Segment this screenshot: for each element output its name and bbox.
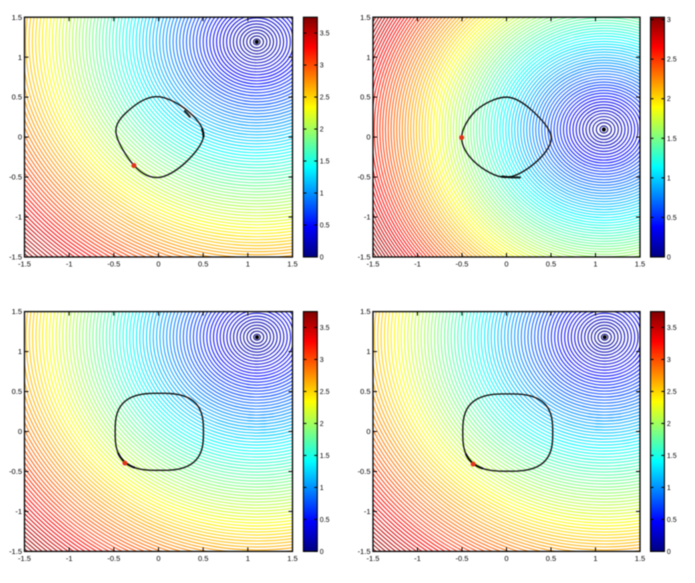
svg-text:-1: -1	[15, 507, 22, 516]
svg-text:0.5: 0.5	[198, 260, 208, 269]
svg-text:-0.5: -0.5	[358, 173, 371, 182]
svg-text:1: 1	[366, 347, 370, 356]
svg-text:1: 1	[593, 260, 597, 269]
svg-text:0: 0	[320, 549, 324, 556]
svg-text:1.5: 1.5	[667, 453, 677, 460]
svg-text:2.5: 2.5	[320, 389, 330, 396]
svg-text:0: 0	[320, 255, 324, 262]
svg-text:1: 1	[667, 175, 671, 182]
svg-text:3: 3	[667, 357, 671, 364]
svg-text:1: 1	[246, 554, 250, 563]
svg-text:0.5: 0.5	[360, 387, 370, 396]
svg-text:3: 3	[320, 357, 324, 364]
svg-text:3: 3	[320, 63, 324, 70]
svg-text:0.5: 0.5	[320, 223, 330, 230]
svg-text:-0.5: -0.5	[9, 173, 22, 182]
svg-text:0: 0	[667, 255, 671, 262]
svg-text:3.5: 3.5	[320, 31, 330, 38]
svg-text:1.5: 1.5	[320, 453, 330, 460]
svg-text:0.5: 0.5	[360, 93, 370, 102]
svg-text:1: 1	[593, 554, 597, 563]
svg-text:-1: -1	[66, 260, 73, 269]
svg-text:0: 0	[667, 549, 671, 556]
svg-text:-1.5: -1.5	[18, 260, 31, 269]
svg-text:-1: -1	[414, 554, 421, 563]
svg-text:0: 0	[366, 133, 370, 142]
svg-text:1: 1	[320, 485, 324, 492]
svg-text:-1.5: -1.5	[9, 253, 22, 262]
svg-text:-0.5: -0.5	[107, 260, 120, 269]
svg-text:-0.5: -0.5	[456, 554, 469, 563]
svg-text:0: 0	[18, 427, 22, 436]
svg-text:1: 1	[667, 485, 671, 492]
svg-text:-0.5: -0.5	[9, 467, 22, 476]
svg-text:-1.5: -1.5	[358, 253, 371, 262]
svg-text:1.5: 1.5	[667, 136, 677, 143]
svg-text:2: 2	[320, 421, 324, 428]
svg-text:-0.5: -0.5	[107, 554, 120, 563]
svg-text:1.5: 1.5	[287, 554, 297, 563]
svg-text:1.5: 1.5	[287, 260, 297, 269]
svg-text:0: 0	[156, 554, 160, 563]
svg-text:-1: -1	[364, 507, 371, 516]
svg-text:-1: -1	[364, 213, 371, 222]
svg-text:0: 0	[18, 133, 22, 142]
svg-text:2: 2	[320, 127, 324, 134]
svg-text:0.5: 0.5	[546, 554, 556, 563]
svg-text:-1.5: -1.5	[358, 547, 371, 556]
svg-text:0.5: 0.5	[667, 215, 677, 222]
svg-text:-0.5: -0.5	[358, 467, 371, 476]
svg-text:0: 0	[504, 554, 508, 563]
svg-text:2.5: 2.5	[320, 95, 330, 102]
svg-text:0.5: 0.5	[667, 517, 677, 524]
svg-text:-1: -1	[66, 554, 73, 563]
svg-text:0.5: 0.5	[546, 260, 556, 269]
svg-text:3: 3	[667, 17, 671, 24]
svg-text:0: 0	[366, 427, 370, 436]
svg-text:-1: -1	[414, 260, 421, 269]
svg-text:1.5: 1.5	[12, 307, 22, 316]
svg-text:-1: -1	[15, 213, 22, 222]
svg-text:3.5: 3.5	[320, 325, 330, 332]
svg-text:1.5: 1.5	[635, 260, 645, 269]
svg-text:1.5: 1.5	[360, 307, 370, 316]
svg-text:1: 1	[18, 347, 22, 356]
svg-text:2: 2	[667, 96, 671, 103]
svg-text:-1.5: -1.5	[9, 547, 22, 556]
svg-text:3.5: 3.5	[667, 325, 677, 332]
svg-text:0: 0	[504, 260, 508, 269]
svg-text:2.5: 2.5	[667, 389, 677, 396]
svg-text:2: 2	[667, 421, 671, 428]
svg-text:0: 0	[156, 260, 160, 269]
svg-text:1.5: 1.5	[320, 159, 330, 166]
svg-text:2.5: 2.5	[667, 57, 677, 64]
svg-text:-1.5: -1.5	[18, 554, 31, 563]
svg-text:1: 1	[366, 53, 370, 62]
svg-text:0.5: 0.5	[12, 387, 22, 396]
svg-text:0.5: 0.5	[12, 93, 22, 102]
svg-text:1.5: 1.5	[635, 554, 645, 563]
svg-text:1: 1	[320, 191, 324, 198]
svg-text:-1.5: -1.5	[367, 554, 380, 563]
svg-text:0.5: 0.5	[320, 517, 330, 524]
svg-text:1.5: 1.5	[360, 13, 370, 22]
svg-text:1: 1	[246, 260, 250, 269]
svg-text:1: 1	[18, 53, 22, 62]
svg-text:-1.5: -1.5	[367, 260, 380, 269]
svg-text:0.5: 0.5	[198, 554, 208, 563]
svg-text:1.5: 1.5	[12, 13, 22, 22]
svg-text:-0.5: -0.5	[456, 260, 469, 269]
